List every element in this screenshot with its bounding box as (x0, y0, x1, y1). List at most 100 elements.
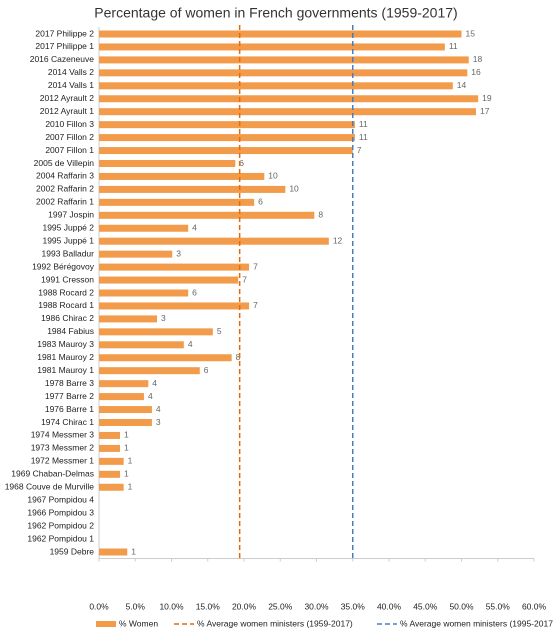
bar (99, 172, 265, 180)
data-label: 1 (131, 546, 136, 556)
bar (99, 444, 121, 452)
data-label: 4 (152, 378, 157, 388)
x-tick-label: 60.0% (522, 601, 547, 611)
y-tick-label: 1986 Chirac 2 (41, 313, 94, 323)
data-label: 4 (192, 223, 197, 233)
bar (99, 185, 286, 193)
data-label: 1 (128, 456, 133, 466)
y-tick-label: 1977 Barre 2 (45, 391, 94, 401)
y-tick-label: 2005 de Villepin (34, 158, 95, 168)
x-tick-label: 45.0% (413, 601, 438, 611)
bar (99, 134, 355, 142)
bar (99, 198, 255, 206)
data-label: 6 (204, 365, 209, 375)
bar (99, 43, 445, 51)
data-label: 3 (156, 417, 161, 427)
data-label: 19 (482, 93, 492, 103)
x-tick-label: 5.0% (126, 601, 146, 611)
bar (99, 289, 189, 297)
data-label: 4 (156, 404, 161, 414)
bar (99, 328, 213, 336)
y-tick-label: 1981 Mauroy 2 (37, 352, 94, 362)
y-tick-label: 2012 Ayrault 2 (40, 93, 94, 103)
y-tick-label: 1984 Fabius (47, 326, 94, 336)
x-tick-label: 0.0% (89, 601, 109, 611)
bar (99, 419, 152, 426)
bar (99, 470, 121, 478)
bar (99, 457, 124, 465)
y-tick-label: 1968 Couve de Murville (5, 482, 95, 492)
y-tick-label: 2016 Cazeneuve (30, 54, 95, 64)
bar (99, 69, 468, 77)
bar (99, 276, 239, 284)
y-tick-label: 2002 Raffarin 1 (36, 197, 94, 207)
y-tick-label: 1995 Juppé 2 (42, 223, 94, 233)
data-label: 6 (258, 197, 263, 207)
y-tick-label: 1988 Rocard 2 (38, 287, 94, 297)
data-label: 12 (333, 235, 343, 245)
y-tick-label: 2007 Fillon 2 (45, 132, 94, 142)
bar (99, 315, 157, 323)
y-tick-label: 2012 Ayrault 1 (40, 106, 94, 116)
y-tick-label: 1973 Messmer 2 (31, 443, 95, 453)
legend-label: % Average women ministers (1959-2017) (197, 618, 353, 628)
data-label: 1 (124, 443, 129, 453)
y-tick-label: 2007 Fillon 1 (45, 145, 94, 155)
bar (99, 147, 353, 155)
bar (99, 250, 173, 258)
y-tick-label: 1997 Jospin (48, 210, 94, 220)
y-tick-label: 1966 Pompidou 3 (27, 507, 94, 517)
y-tick-label: 1995 Juppé 1 (42, 235, 94, 245)
x-tick-label: 50.0% (449, 601, 474, 611)
y-tick-label: 2010 Fillon 3 (45, 119, 94, 129)
bar (99, 367, 200, 375)
y-tick-label: 1974 Messmer 3 (31, 430, 95, 440)
data-label: 8 (318, 210, 323, 220)
bar (99, 30, 462, 38)
bar (99, 431, 121, 439)
bar (99, 56, 469, 64)
bar (99, 82, 453, 90)
data-label: 17 (480, 106, 490, 116)
data-label: 4 (188, 339, 193, 349)
bar (99, 95, 479, 103)
x-tick-label: 35.0% (341, 601, 366, 611)
bar (99, 263, 250, 271)
y-tick-label: 1983 Mauroy 3 (37, 339, 94, 349)
bar (99, 483, 124, 491)
y-tick-label: 1969 Chaban-Delmas (11, 469, 94, 479)
data-label: 6 (192, 287, 197, 297)
data-label: 7 (253, 300, 258, 310)
bar (99, 237, 329, 245)
legend-label: % Women (119, 618, 158, 628)
data-label: 6 (239, 158, 244, 168)
data-label: 14 (457, 80, 467, 90)
x-tick-label: 15.0% (196, 601, 221, 611)
bar (99, 302, 250, 310)
bar (99, 341, 184, 349)
data-label: 7 (357, 145, 362, 155)
data-label: 18 (473, 54, 483, 64)
bar (99, 211, 315, 219)
x-tick-label: 40.0% (377, 601, 402, 611)
y-tick-label: 1978 Barre 3 (45, 378, 94, 388)
y-tick-label: 1967 Pompidou 4 (27, 494, 94, 504)
bar (99, 548, 128, 556)
data-label: 4 (148, 391, 153, 401)
y-tick-label: 2004 Raffarin 3 (36, 171, 94, 181)
y-tick-label: 1972 Messmer 1 (31, 456, 95, 466)
y-tick-label: 1962 Pompidou 1 (27, 533, 94, 543)
data-label: 16 (471, 67, 481, 77)
bar (99, 121, 355, 129)
y-tick-label: 2017 Philippe 2 (35, 28, 94, 38)
y-tick-label: 1993 Balladur (42, 248, 95, 258)
data-label: 11 (449, 41, 458, 51)
bar (99, 380, 149, 388)
data-label: 1 (128, 482, 133, 492)
y-tick-label: 1959 Debre (50, 546, 95, 556)
y-tick-label: 2014 Valls 1 (48, 80, 94, 90)
y-tick-label: 2014 Valls 2 (48, 67, 94, 77)
data-label: 3 (161, 313, 166, 323)
x-tick-label: 25.0% (268, 601, 293, 611)
data-label: 15 (466, 28, 476, 38)
